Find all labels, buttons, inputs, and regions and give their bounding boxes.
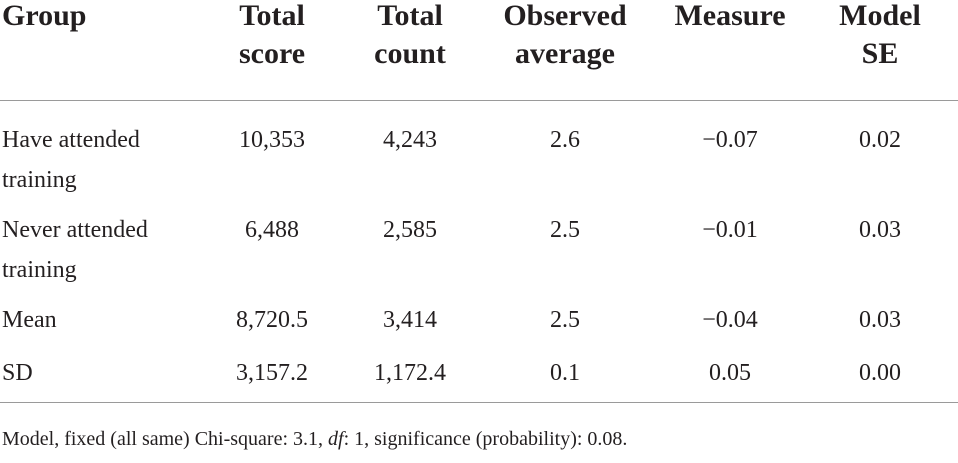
table-cell: 1,172.4	[374, 360, 446, 386]
table-cell: 2.5	[550, 307, 580, 333]
table-cell: 0.1	[550, 360, 580, 386]
row-label: Mean	[2, 307, 57, 333]
footnote-text: Model, fixed (all same) Chi-square: 3.1,	[2, 428, 329, 450]
table-cell: 0.00	[859, 360, 901, 386]
footnote-text: df	[328, 428, 344, 450]
footnote: Model, fixed (all same) Chi-square: 3.1,…	[2, 424, 627, 454]
row-label: Have attended training	[2, 127, 140, 193]
table-cell: 3,157.2	[236, 360, 308, 386]
table-cell: 0.03	[859, 307, 901, 333]
table-cell: 0.05	[709, 360, 751, 386]
row-label: Never attended training	[2, 217, 148, 283]
table-cell: 2,585	[383, 217, 437, 243]
table-cell: −0.07	[702, 127, 758, 153]
row-label: SD	[2, 360, 33, 386]
table-cell: 10,353	[239, 127, 305, 153]
column-header: Total count	[374, 0, 446, 70]
table-cell: 0.02	[859, 127, 901, 153]
column-header: Measure	[674, 0, 786, 32]
table-cell: 2.6	[550, 127, 580, 153]
table-cell: 3,414	[383, 307, 437, 333]
table-cell: 0.03	[859, 217, 901, 243]
column-header: Group	[2, 0, 87, 32]
table-cell: −0.04	[702, 307, 758, 333]
bottom-rule	[0, 402, 958, 403]
header-rule	[0, 100, 958, 101]
table-cell: 4,243	[383, 127, 437, 153]
table-cell: 2.5	[550, 217, 580, 243]
column-header: Model SE	[839, 0, 921, 70]
column-header: Observed average	[503, 0, 627, 70]
table-cell: 6,488	[245, 217, 299, 243]
table-cell: 8,720.5	[236, 307, 308, 333]
footnote-text: : 1, significance (probability): 0.08.	[343, 428, 628, 450]
table-cell: −0.01	[702, 217, 758, 243]
column-header: Total score	[238, 0, 306, 70]
